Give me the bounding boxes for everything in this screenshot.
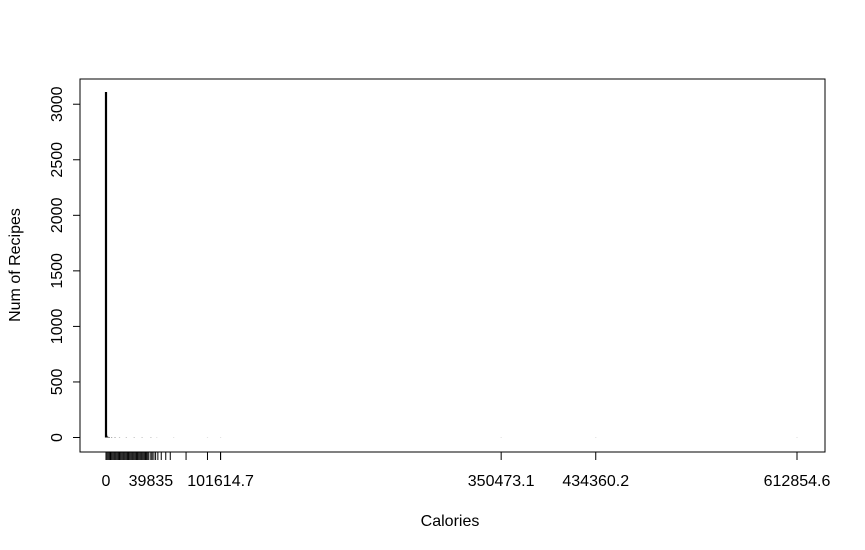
x-axis: 0 39835 101614.7 350473.1 434360.2 612854.6: [102, 451, 831, 490]
x-tick-label: 0: [102, 473, 111, 490]
y-axis-label: Num of Recipes: [7, 208, 24, 322]
x-tick-label: 612854.6: [764, 473, 831, 490]
x-axis-label: Calories: [421, 513, 480, 530]
x-tick-label: 101614.7: [187, 473, 254, 490]
x-tick-label: 434360.2: [562, 473, 629, 490]
y-tick-label: 3000: [49, 86, 66, 122]
y-tick-label: 0: [49, 433, 66, 442]
y-tick-label: 2500: [49, 142, 66, 178]
bars-group: [104, 92, 798, 438]
plot-frame: [79, 78, 826, 453]
y-axis: 0 500 1000 1500 2000 2500 3000: [49, 86, 81, 442]
x-tick-label: 350473.1: [468, 473, 535, 490]
y-tick-label: 1500: [49, 253, 66, 289]
x-tick-label: 39835: [129, 473, 174, 490]
rug-group: [106, 452, 222, 460]
y-tick-label: 2000: [49, 197, 66, 233]
y-tick-label: 500: [49, 369, 66, 396]
y-tick-label: 1000: [49, 309, 66, 345]
